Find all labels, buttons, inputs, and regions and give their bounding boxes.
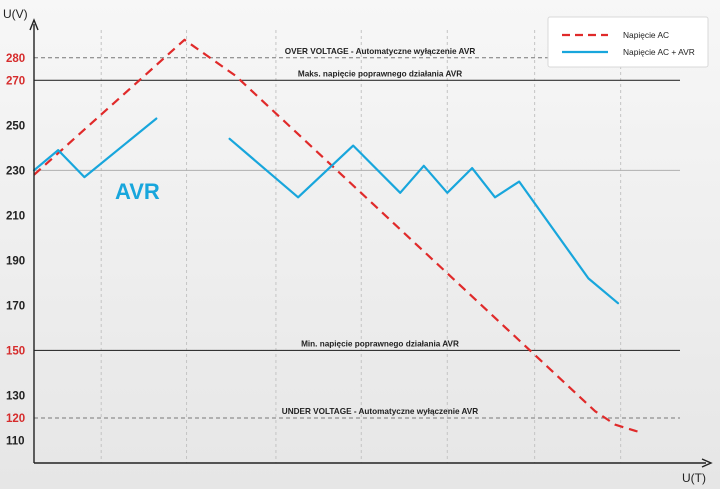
reference-line-label: OVER VOLTAGE - Automatyczne wyłączenie A… bbox=[285, 47, 476, 56]
y-axis-arrow-icon bbox=[29, 18, 39, 31]
y-tick-label: 270 bbox=[6, 75, 25, 87]
legend-label-ac: Napięcie AC bbox=[623, 30, 669, 40]
y-tick-label: 280 bbox=[6, 53, 25, 65]
legend-box bbox=[547, 16, 709, 68]
series-line-ac-avr bbox=[228, 137, 620, 305]
reference-line-labels: OVER VOLTAGE - Automatyczne wyłączenie A… bbox=[282, 47, 478, 416]
y-tick-label: 130 bbox=[6, 390, 25, 402]
y-tick-label: 230 bbox=[6, 165, 25, 177]
y-tick-labels: 280 270 250 230 210 190 170 150 130 120 110 bbox=[6, 53, 25, 448]
legend: Napięcie AC Napięcie AC + AVR bbox=[547, 16, 709, 68]
reference-line-label: UNDER VOLTAGE - Automatyczne wyłączenie … bbox=[282, 407, 478, 416]
reference-line-label: Maks. napięcie poprawnego działania AVR bbox=[298, 69, 462, 78]
y-tick-label: 210 bbox=[6, 210, 25, 222]
y-tick-label: 110 bbox=[6, 435, 25, 447]
y-tick-label: 190 bbox=[6, 255, 25, 267]
series-line-ac-avr bbox=[32, 117, 158, 179]
axes: U(V) U(T) bbox=[3, 7, 713, 485]
avr-annotation: AVR bbox=[115, 179, 160, 204]
y-tick-label: 120 bbox=[6, 413, 25, 425]
series-line-ac bbox=[33, 38, 638, 433]
x-axis-arrow-icon bbox=[701, 458, 713, 468]
legend-label-ac-avr: Napięcie AC + AVR bbox=[623, 47, 695, 57]
y-tick-label: 170 bbox=[6, 300, 25, 312]
y-tick-label: 150 bbox=[6, 345, 25, 357]
x-axis-label: U(T) bbox=[682, 471, 706, 485]
reference-lines bbox=[34, 57, 680, 419]
vertical-gridlines bbox=[100, 30, 622, 463]
series-lines bbox=[32, 38, 638, 433]
reference-line-label: Min. napięcie poprawnego działania AVR bbox=[301, 339, 459, 348]
y-axis-label: U(V) bbox=[3, 7, 28, 21]
y-tick-label: 250 bbox=[6, 120, 25, 132]
